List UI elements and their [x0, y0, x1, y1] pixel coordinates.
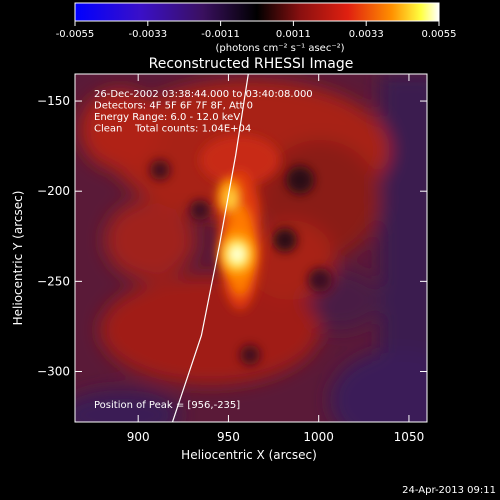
- colorbar-tick-label: 0.0011: [276, 29, 311, 40]
- y-tick-label: −200: [37, 184, 70, 198]
- solar-limb-curve: [171, 74, 249, 422]
- plot-frame: [74, 73, 428, 423]
- info-line: Energy Range: 6.0 - 12.0 keV: [94, 112, 240, 123]
- x-tick-label: 950: [217, 430, 240, 444]
- x-axis-label: Heliocentric X (arcsec): [181, 448, 317, 462]
- y-tick-label: −250: [37, 274, 70, 288]
- info-line: Detectors: 4F 5F 6F 7F 8F, Att 0: [94, 101, 253, 112]
- y-tick-label: −300: [37, 365, 70, 379]
- x-tick-label: 1050: [394, 430, 425, 444]
- secondary-peak-core: [225, 189, 238, 210]
- colorbar-unit-label: (photons cm⁻² s⁻¹ asec⁻²): [215, 43, 344, 54]
- peak-glow: [217, 178, 256, 277]
- info-line: Clean Total counts: 1.04E+04: [94, 124, 251, 135]
- colorbar-ticks: -0.0055 -0.0033 -0.0011 0.0011 0.0033 0.0055: [56, 21, 457, 40]
- colorbar-tick-label: -0.0055: [56, 29, 95, 40]
- chart-title: Reconstructed RHESSI Image: [149, 56, 354, 72]
- colorbar: [74, 2, 440, 22]
- colorbar-tick-label: -0.0033: [128, 29, 167, 40]
- main-peak-core: [232, 248, 243, 261]
- x-tick-label: 900: [127, 430, 150, 444]
- emission-peaks: [217, 178, 256, 277]
- info-block: 26-Dec-2002 03:38:44.000 to 03:40:08.000…: [94, 89, 313, 135]
- y-axis-label: Heliocentric Y (arcsec): [11, 191, 25, 326]
- x-tick-label: 1000: [303, 430, 334, 444]
- y-tick-label: −150: [37, 94, 70, 108]
- peak-position-label: Position of Peak = [956,-235]: [94, 400, 240, 411]
- colorbar-tick-label: -0.0011: [201, 29, 240, 40]
- info-line: 26-Dec-2002 03:38:44.000 to 03:40:08.000: [94, 89, 313, 100]
- colorbar-tick-label: 0.0055: [422, 29, 457, 40]
- colorbar-tick-label: 0.0033: [349, 29, 384, 40]
- axes: 900 950 1000 1050 −150 −200 −250 −300: [37, 74, 427, 444]
- footer-date: 24-Apr-2013 09:11: [402, 485, 496, 496]
